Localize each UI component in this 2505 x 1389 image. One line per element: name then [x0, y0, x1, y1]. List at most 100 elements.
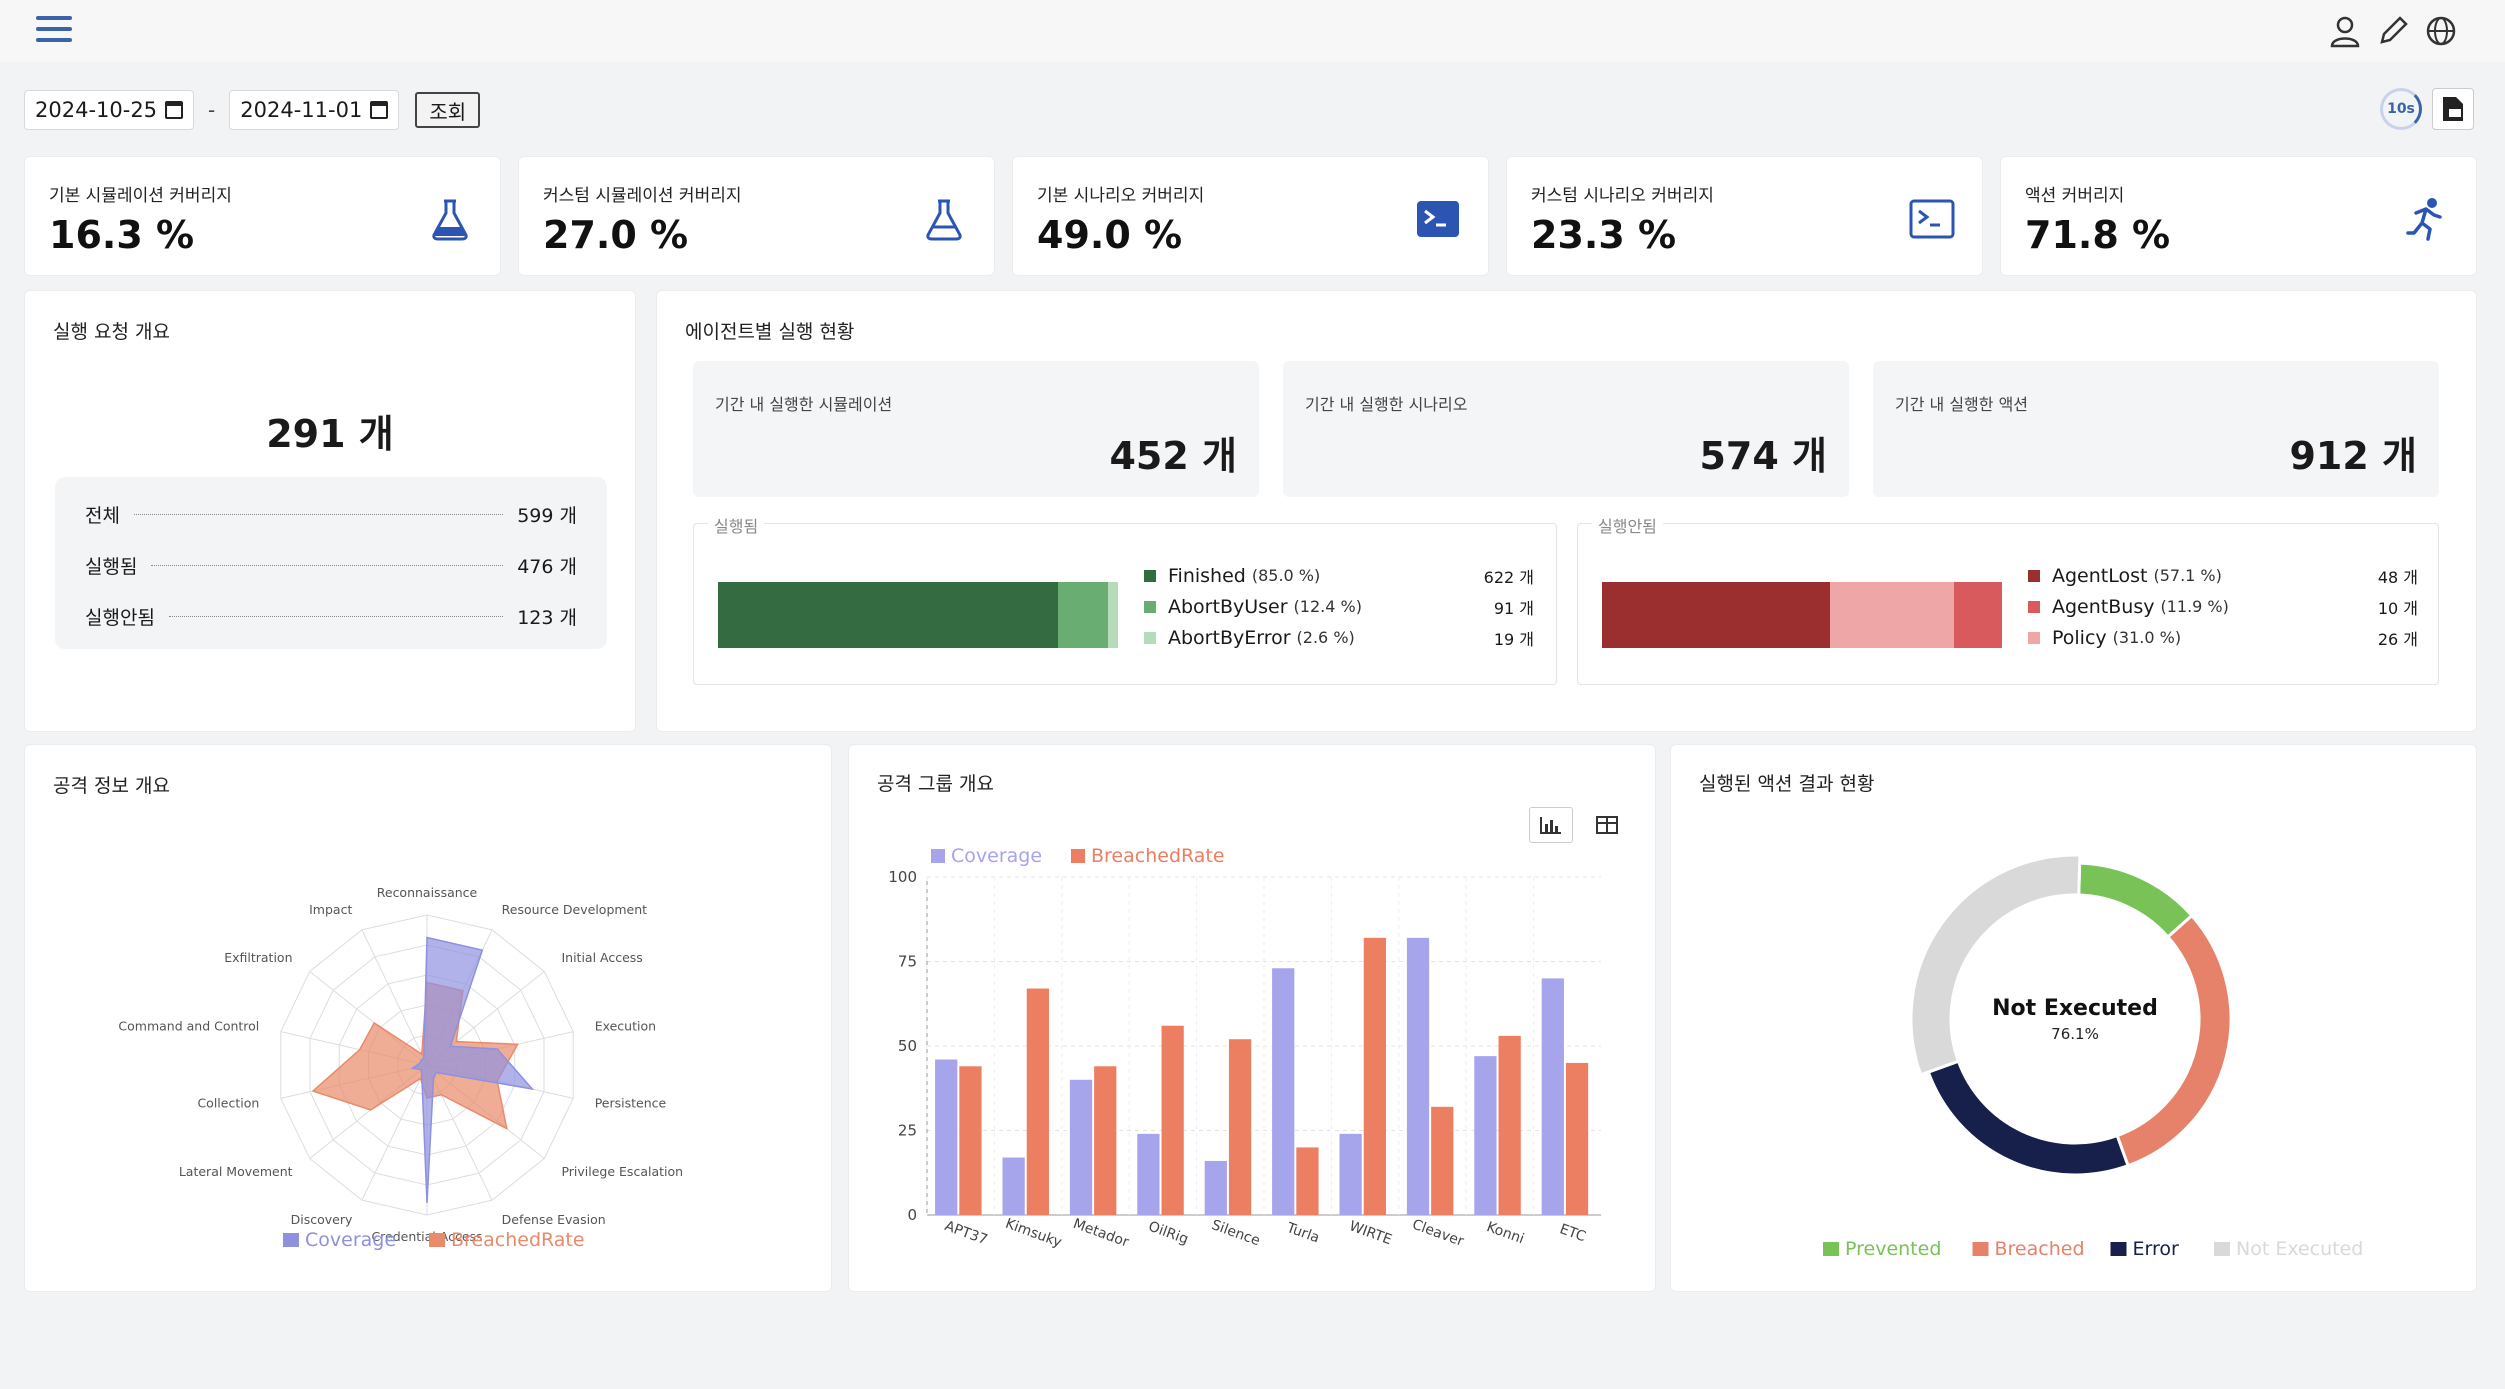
legend-item: Policy (31.0 %) 26 개: [2028, 622, 2418, 653]
legend-label[interactable]: Coverage: [305, 1229, 396, 1251]
legend-pct: (12.4 %): [1293, 597, 1362, 616]
legend-swatch: [2110, 1242, 2127, 1256]
stat-label: 기간 내 실행한 시나리오: [1305, 395, 1468, 414]
donut-slice[interactable]: [1926, 1059, 2130, 1177]
bar-breachedrate[interactable]: [1363, 937, 1386, 1215]
running-person-icon: [2406, 198, 2442, 241]
table-view-button[interactable]: [1585, 807, 1629, 843]
section-title: 공격 정보 개요: [53, 775, 170, 797]
radar-axis-label: Resource Development: [502, 902, 648, 917]
bar-coverage[interactable]: [1069, 1079, 1093, 1215]
calendar-icon[interactable]: [165, 101, 184, 119]
executed-group: 실행됨 Finished (85.0 %) 622 개 AbortByUser …: [693, 513, 1557, 685]
bar-breachedrate[interactable]: [1094, 1066, 1117, 1215]
radar-axis-label: Reconnaissance: [377, 885, 478, 900]
bar-coverage[interactable]: [1272, 968, 1295, 1215]
list-item: 실행안됨 123 개: [85, 591, 577, 642]
legend-name: AbortByUser: [1168, 595, 1288, 618]
bar-breachedrate[interactable]: [1565, 1062, 1589, 1215]
export-pdf-button[interactable]: [2432, 88, 2474, 130]
legend-label[interactable]: Not Executed: [2236, 1238, 2363, 1260]
globe-icon[interactable]: [2424, 14, 2458, 48]
list-item-value: 123 개: [517, 607, 577, 629]
bar-segment: [1954, 582, 2002, 648]
bar-breachedrate[interactable]: [1161, 1025, 1184, 1215]
kpi-label: 기본 시뮬레이션 커버리지: [49, 186, 232, 206]
list-item-value: 599 개: [517, 505, 577, 527]
user-icon[interactable]: [2328, 14, 2362, 48]
kpi-value: 27.0 %: [543, 213, 689, 257]
bar-coverage[interactable]: [1002, 1157, 1025, 1215]
chart-view-button[interactable]: [1529, 807, 1573, 843]
radar-axis-label: Collection: [197, 1095, 259, 1110]
donut-slice[interactable]: [2115, 913, 2233, 1168]
terminal-icon: [1417, 201, 1459, 237]
legend-label[interactable]: BreachedRate: [1091, 845, 1225, 867]
legend-name: AbortByError: [1168, 626, 1291, 649]
legend-pct: (31.0 %): [2112, 628, 2182, 647]
section-title: 실행된 액션 결과 현황: [1699, 773, 1875, 795]
bar-breachedrate[interactable]: [1026, 988, 1049, 1215]
bar-breachedrate[interactable]: [959, 1066, 982, 1215]
legend-label[interactable]: Breached: [1995, 1238, 2085, 1260]
legend-pct: (2.6 %): [1296, 628, 1355, 647]
bar-coverage[interactable]: [1339, 1133, 1362, 1215]
x-tick-label: Cleaver: [1410, 1217, 1466, 1250]
x-tick-label: OilRig: [1146, 1219, 1190, 1248]
x-tick-label: Konni: [1484, 1219, 1526, 1247]
refresh-timer-button[interactable]: 10s: [2380, 88, 2422, 130]
bar-breachedrate[interactable]: [1498, 1035, 1521, 1215]
bar-coverage[interactable]: [1541, 978, 1564, 1215]
donut-slice[interactable]: [1909, 853, 2082, 1077]
radar-axis-label: Defense Evasion: [502, 1212, 606, 1227]
legend-swatch: [1823, 1242, 1839, 1256]
legend-label[interactable]: BreachedRate: [451, 1229, 585, 1251]
y-tick-label: 100: [888, 868, 917, 886]
section-title: 공격 그룹 개요: [877, 773, 994, 795]
kpi-value: 16.3 %: [49, 213, 195, 257]
kpi-value: 49.0 %: [1037, 213, 1183, 257]
x-tick-label: Metador: [1071, 1216, 1131, 1251]
legend-label[interactable]: Coverage: [951, 845, 1042, 867]
query-button[interactable]: 조회: [415, 92, 481, 128]
kpi-label: 커스텀 시나리오 커버리지: [1531, 186, 1714, 206]
end-date-value: 2024-11-01: [240, 98, 363, 122]
kpi-label: 기본 시나리오 커버리지: [1037, 186, 1205, 206]
legend-count: 10 개: [2377, 598, 2418, 618]
list-item-label: 실행됨: [85, 556, 138, 578]
list-item-value: 476 개: [517, 556, 577, 578]
bar-coverage[interactable]: [1204, 1160, 1227, 1215]
donut-slice[interactable]: [2077, 861, 2194, 939]
bar-breachedrate[interactable]: [1431, 1106, 1454, 1215]
calendar-icon[interactable]: [370, 101, 389, 119]
bar-coverage[interactable]: [935, 1059, 958, 1215]
bar-breachedrate[interactable]: [1296, 1147, 1319, 1215]
pencil-icon[interactable]: [2376, 14, 2410, 48]
donut-chart: Not Executed 76.1% Prevented Breached Error N…: [1823, 853, 2363, 1260]
bar-coverage[interactable]: [1137, 1133, 1160, 1215]
kpi-card: 커스텀 시나리오 커버리지 23.3 %: [1506, 156, 1983, 276]
radar-spoke: [361, 929, 428, 1066]
end-date-input[interactable]: 2024-11-01: [229, 90, 400, 130]
attack-info-card: 공격 정보 개요 Reconnaissance Resource Developm…: [24, 744, 832, 1292]
list-item: 실행됨 476 개: [85, 540, 577, 591]
stat-value: 574 개: [1699, 434, 1827, 478]
start-date-input[interactable]: 2024-10-25: [24, 90, 195, 130]
stat-box: 기간 내 실행한 시뮬레이션 452 개: [693, 361, 1259, 497]
bar-breachedrate[interactable]: [1228, 1039, 1252, 1215]
stat-box: 기간 내 실행한 시나리오 574 개: [1283, 361, 1849, 497]
kpi-card: 액션 커버리지 71.8 %: [2000, 156, 2477, 276]
legend-pct: (11.9 %): [2160, 597, 2229, 616]
bar-coverage[interactable]: [1474, 1056, 1497, 1215]
legend-label[interactable]: Prevented: [1845, 1238, 1941, 1260]
request-list: 전체 599 개 실행됨 476 개 실행안됨 123 개: [55, 477, 607, 649]
flask-icon: [926, 199, 962, 241]
radar-axis-label: Lateral Movement: [179, 1164, 293, 1179]
executed-stacked-bar: [718, 582, 1118, 648]
not-executed-group: 실행안됨 AgentLost (57.1 %) 48 개 AgentBusy (…: [1577, 513, 2439, 685]
legend-label[interactable]: Error: [2133, 1238, 2180, 1260]
request-total: 291 개: [266, 412, 394, 456]
menu-icon[interactable]: [36, 16, 72, 46]
bar-coverage[interactable]: [1406, 937, 1430, 1215]
section-title: 에이전트별 실행 현황: [685, 321, 855, 343]
